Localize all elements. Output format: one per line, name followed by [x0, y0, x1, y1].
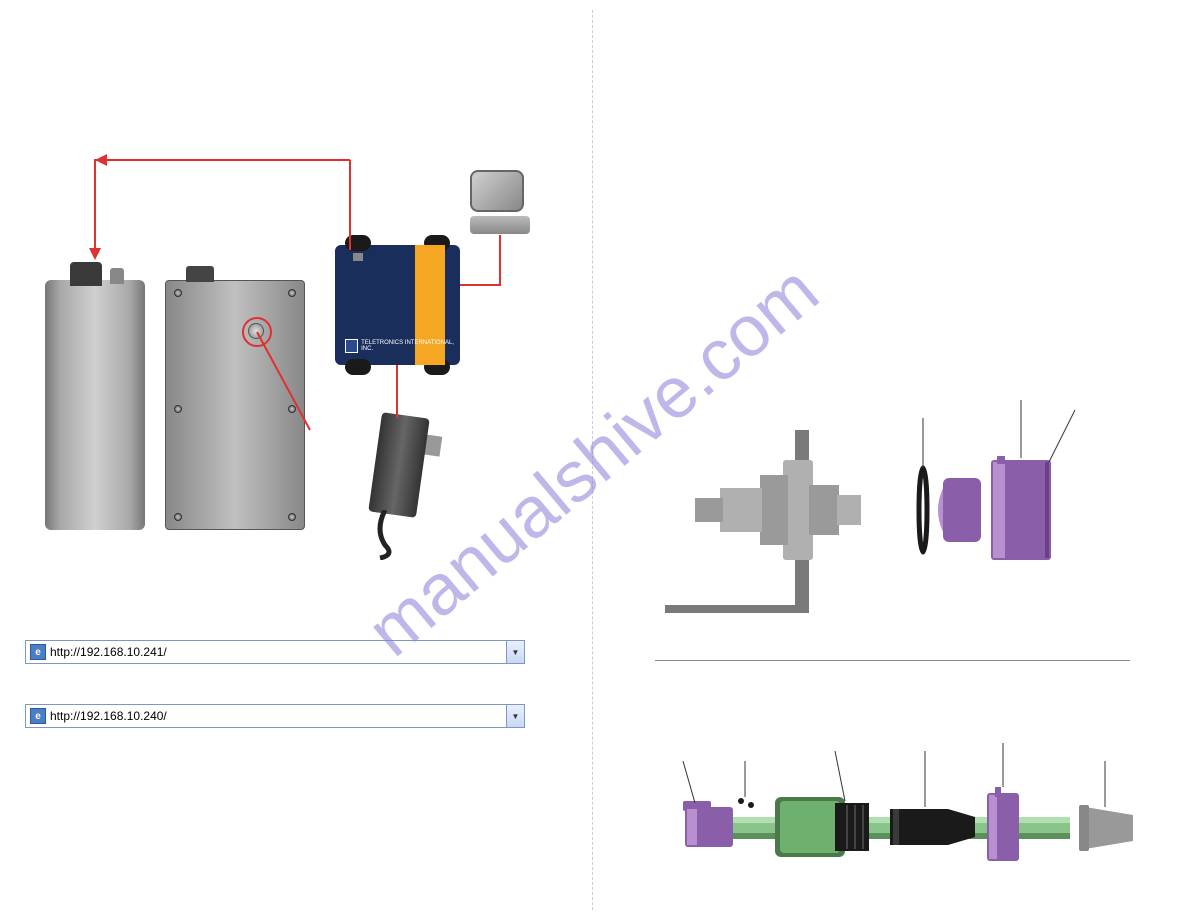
ac-adapter: [375, 415, 423, 515]
radio-unit-front: [45, 280, 145, 530]
ie-icon: e: [30, 644, 46, 660]
url-text-2: http://192.168.10.240/: [50, 709, 167, 723]
url-text-1: http://192.168.10.241/: [50, 645, 167, 659]
connector-assembly-a: [665, 400, 1145, 640]
radio-unit-back: [165, 280, 305, 530]
address-bar-2[interactable]: e http://192.168.10.240/ ▼: [25, 704, 525, 728]
poe-logo-text: TELETRONICS INTERNATIONAL, INC.: [361, 340, 460, 352]
page-left: TELETRONICS INTERNATIONAL, INC.: [0, 0, 585, 921]
computer-icon: [470, 170, 540, 240]
poe-injector: TELETRONICS INTERNATIONAL, INC.: [335, 245, 460, 365]
dropdown-arrow-icon[interactable]: ▼: [506, 641, 524, 663]
poe-logo: TELETRONICS INTERNATIONAL, INC.: [345, 339, 460, 353]
dropdown-arrow-icon[interactable]: ▼: [506, 705, 524, 727]
ie-icon: e: [30, 708, 46, 724]
address-bar-1[interactable]: e http://192.168.10.241/ ▼: [25, 640, 525, 664]
reset-button-target: [248, 323, 264, 339]
section-divider: [655, 660, 1130, 661]
page-divider: [592, 10, 593, 910]
page-right: [600, 0, 1185, 921]
connector-assembly-b: [635, 731, 1155, 891]
address-bar-section: e http://192.168.10.241/ ▼ e http://192.…: [25, 640, 560, 728]
setup-diagram: TELETRONICS INTERNATIONAL, INC.: [25, 60, 565, 560]
